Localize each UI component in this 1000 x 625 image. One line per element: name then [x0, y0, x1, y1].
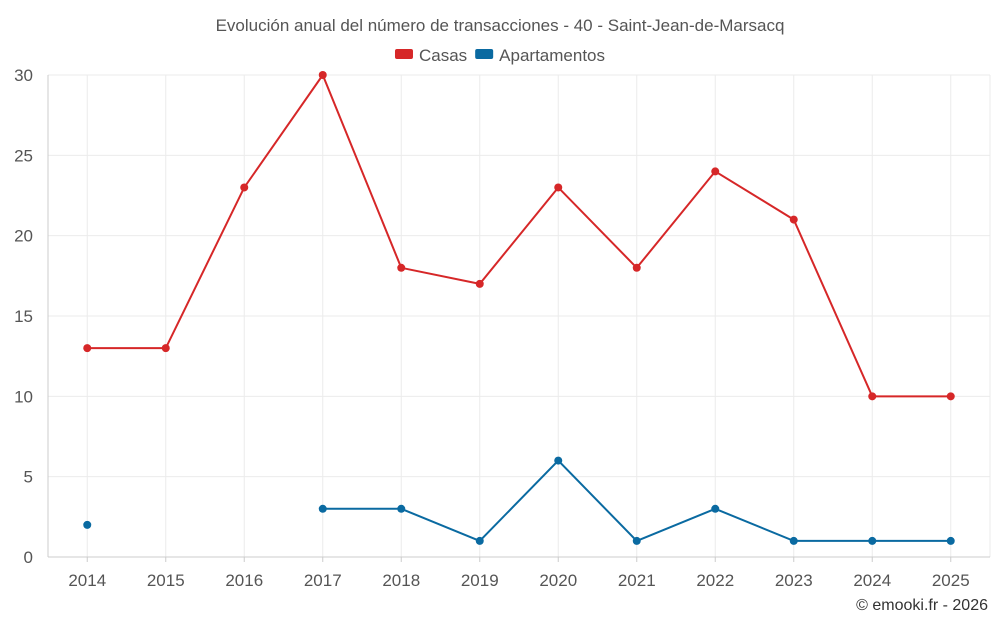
data-point-apartamentos[interactable] — [946, 536, 955, 545]
data-point-casas[interactable] — [711, 167, 720, 176]
series-apartamentos — [83, 456, 955, 545]
data-point-casas[interactable] — [83, 344, 92, 353]
data-point-apartamentos[interactable] — [632, 536, 641, 545]
chart-title: Evolución anual del número de transaccio… — [216, 16, 785, 35]
series-line-casas — [87, 72, 951, 398]
legend-item-casas[interactable]: Casas — [394, 46, 467, 65]
data-point-casas[interactable] — [318, 71, 327, 79]
data-point-casas[interactable] — [240, 183, 249, 192]
data-point-apartamentos[interactable] — [711, 504, 720, 513]
x-tick-label: 2017 — [304, 571, 342, 590]
data-point-apartamentos[interactable] — [83, 520, 92, 529]
data-point-casas[interactable] — [161, 344, 170, 353]
x-tick-label: 2023 — [775, 571, 813, 590]
legend-label: Apartamentos — [499, 46, 605, 65]
legend-item-apartamentos[interactable]: Apartamentos — [475, 46, 605, 65]
x-tick-label: 2020 — [539, 571, 577, 590]
legend: Casas Apartamentos — [394, 46, 605, 65]
y-tick-label: 0 — [24, 548, 33, 567]
x-tick-label: 2016 — [225, 571, 263, 590]
data-point-apartamentos[interactable] — [554, 456, 563, 465]
data-point-casas[interactable] — [475, 279, 484, 288]
data-point-apartamentos[interactable] — [475, 536, 484, 545]
data-point-casas[interactable] — [632, 263, 641, 272]
data-point-casas[interactable] — [554, 183, 563, 192]
y-tick-label: 30 — [14, 66, 33, 85]
y-tick-label: 10 — [14, 387, 33, 406]
x-tick-label: 2021 — [618, 571, 656, 590]
legend-label: Casas — [419, 46, 467, 65]
legend-swatch — [475, 49, 494, 59]
y-tick-label: 20 — [14, 227, 33, 246]
data-point-apartamentos[interactable] — [868, 536, 877, 545]
x-tick-label: 2019 — [461, 571, 499, 590]
data-point-apartamentos[interactable] — [318, 504, 327, 513]
series-layer — [83, 71, 955, 545]
data-point-casas[interactable] — [397, 263, 406, 272]
x-tick-label: 2024 — [853, 571, 891, 590]
data-point-apartamentos[interactable] — [789, 536, 798, 545]
y-tick-label: 15 — [14, 307, 33, 326]
y-tick-label: 5 — [24, 468, 33, 487]
y-tick-label: 25 — [14, 146, 33, 165]
legend-swatch — [394, 49, 413, 59]
data-point-casas[interactable] — [868, 392, 877, 401]
x-tick-label: 2025 — [932, 571, 970, 590]
series-casas — [83, 71, 955, 401]
data-point-apartamentos[interactable] — [397, 504, 406, 513]
grid — [48, 74, 990, 558]
x-tick-label: 2014 — [68, 571, 106, 590]
x-tick-label: 2022 — [696, 571, 734, 590]
x-tick-label: 2018 — [382, 571, 420, 590]
x-tick-label: 2015 — [147, 571, 185, 590]
credit-text: © emooki.fr - 2026 — [856, 597, 988, 614]
data-point-casas[interactable] — [946, 392, 955, 401]
data-point-casas[interactable] — [789, 215, 798, 224]
